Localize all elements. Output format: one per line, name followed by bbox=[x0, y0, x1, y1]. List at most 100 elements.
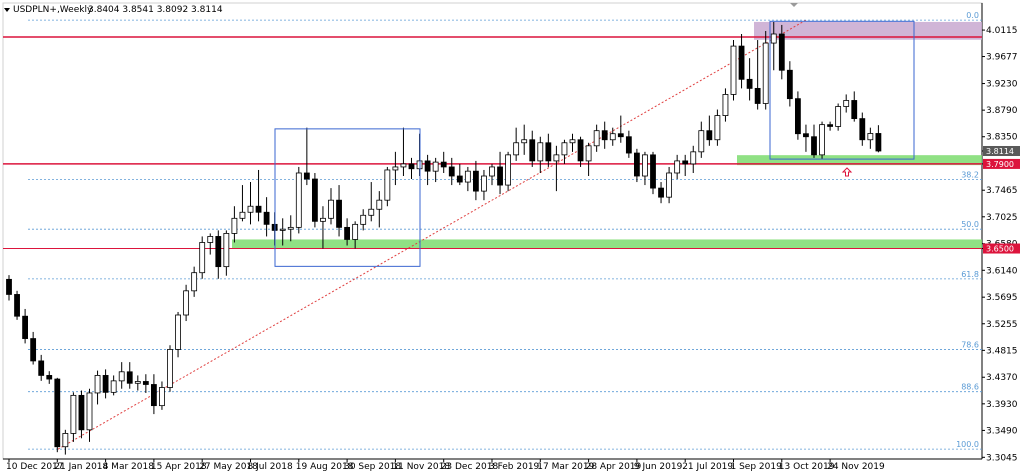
candle bbox=[489, 163, 495, 186]
candle bbox=[545, 133, 552, 167]
price-tick-label: 3.3490 bbox=[986, 426, 1018, 436]
candle bbox=[432, 157, 439, 183]
candle bbox=[102, 369, 109, 399]
price-level-tag bbox=[983, 158, 1020, 169]
candle-body-bullish bbox=[295, 172, 302, 228]
candle bbox=[400, 127, 407, 177]
candle bbox=[803, 124, 809, 152]
candle bbox=[167, 345, 173, 392]
price-tick-label: 3.3045 bbox=[986, 453, 1018, 463]
candle-body-bullish bbox=[666, 172, 672, 198]
price-tick-label: 4.0115 bbox=[986, 26, 1018, 36]
candle-body-bearish bbox=[336, 199, 342, 228]
candle bbox=[223, 230, 230, 276]
candle bbox=[585, 142, 592, 177]
candle-body-bearish bbox=[875, 133, 882, 152]
range-box-2018[interactable] bbox=[274, 128, 421, 267]
candle-body-bullish bbox=[489, 166, 495, 177]
candle-body-bearish bbox=[303, 172, 310, 180]
support-zone-lower bbox=[232, 239, 982, 249]
candle-body-bullish bbox=[239, 211, 246, 219]
candle-body-bearish bbox=[625, 136, 632, 154]
candle bbox=[352, 221, 359, 249]
candle bbox=[738, 34, 745, 89]
candle-body-bearish bbox=[497, 166, 503, 186]
candle-body-bearish bbox=[14, 294, 20, 317]
candle bbox=[464, 166, 471, 192]
candle bbox=[14, 290, 20, 320]
candle bbox=[231, 206, 238, 243]
candle-body-bullish bbox=[199, 242, 206, 274]
candle-body-bullish bbox=[376, 199, 383, 210]
range-box-2019[interactable] bbox=[769, 20, 915, 160]
candle-body-bullish bbox=[674, 160, 681, 174]
candle bbox=[303, 127, 310, 186]
candle-body-bearish bbox=[634, 152, 640, 177]
candle-body-bearish bbox=[577, 139, 584, 162]
time-tick-label: 13 Oct 2019 bbox=[779, 462, 835, 472]
candle bbox=[529, 130, 536, 167]
fib-level-label: 88.6 bbox=[961, 383, 979, 392]
candle-body-bearish bbox=[46, 375, 53, 380]
candle-body-bearish bbox=[746, 78, 753, 89]
candle-body-bullish bbox=[642, 154, 648, 177]
candle bbox=[698, 121, 705, 158]
candle-body-bearish bbox=[682, 160, 689, 165]
candle-body-bullish bbox=[134, 381, 141, 384]
candle-body-bullish bbox=[223, 233, 230, 268]
candle bbox=[778, 24, 785, 80]
candle-body-bearish bbox=[6, 278, 12, 295]
candle bbox=[175, 311, 181, 358]
price-axis: 4.0115 3.9677 3.9230 3.8790 3.8350 3.8114 3.79… bbox=[982, 26, 1020, 463]
candle-body-bearish bbox=[617, 133, 624, 138]
candle-body-bullish bbox=[118, 371, 125, 382]
chart-header: USDPLN+,Weekly 3.8404 3.8541 3.8092 3.81… bbox=[4, 5, 223, 15]
candle-body-bullish bbox=[432, 161, 439, 172]
candle bbox=[642, 151, 648, 186]
candle bbox=[867, 127, 874, 149]
candle-body-bearish bbox=[126, 371, 133, 384]
candle bbox=[78, 390, 85, 439]
candle-body-bullish bbox=[360, 214, 367, 225]
candle bbox=[505, 151, 512, 192]
dropdown-triangle-icon[interactable] bbox=[4, 8, 10, 12]
candle bbox=[38, 354, 45, 381]
candle bbox=[336, 185, 342, 237]
symbol-label: USDPLN+,Weekly bbox=[13, 5, 93, 15]
time-tick-label: 1 Sep 2019 bbox=[731, 462, 783, 472]
candle-body-bearish bbox=[150, 384, 157, 407]
candle bbox=[199, 236, 206, 279]
candle-body-bearish bbox=[344, 226, 351, 240]
candle bbox=[311, 172, 318, 228]
candle-body-bearish bbox=[706, 130, 713, 141]
candle bbox=[811, 124, 817, 158]
candle bbox=[497, 151, 503, 195]
candle-body-bullish bbox=[843, 100, 850, 107]
candle bbox=[191, 266, 198, 297]
candle-body-bullish bbox=[175, 314, 181, 350]
candle-body-bearish bbox=[754, 87, 761, 104]
candle bbox=[795, 91, 801, 140]
candle-body-bearish bbox=[448, 166, 455, 177]
price-tick-label: 3.4815 bbox=[986, 346, 1018, 356]
candle bbox=[472, 160, 479, 201]
time-tick-label: 21 Jan 2018 bbox=[54, 462, 108, 472]
resistance-zone bbox=[754, 21, 982, 40]
candle-body-bullish bbox=[94, 375, 101, 394]
candle bbox=[255, 169, 262, 222]
time-tick-label: 27 May 2018 bbox=[199, 462, 258, 472]
candle bbox=[601, 121, 608, 149]
range-boxes[interactable] bbox=[274, 20, 915, 267]
candle bbox=[481, 169, 487, 201]
support-zone-upper bbox=[737, 155, 982, 166]
candle bbox=[819, 121, 825, 160]
candle-body-bullish bbox=[320, 217, 326, 222]
candle-body-bullish bbox=[553, 154, 560, 162]
candle-body-bullish bbox=[714, 115, 721, 141]
candle bbox=[786, 61, 793, 107]
candle-body-bullish bbox=[392, 166, 399, 171]
candle-body-bearish bbox=[859, 118, 866, 141]
fibonacci-retracement[interactable]: 0.0 38.2 50.0 61.8 78.6 88.6 100.0 bbox=[28, 11, 982, 450]
candle-body-bullish bbox=[352, 223, 359, 240]
